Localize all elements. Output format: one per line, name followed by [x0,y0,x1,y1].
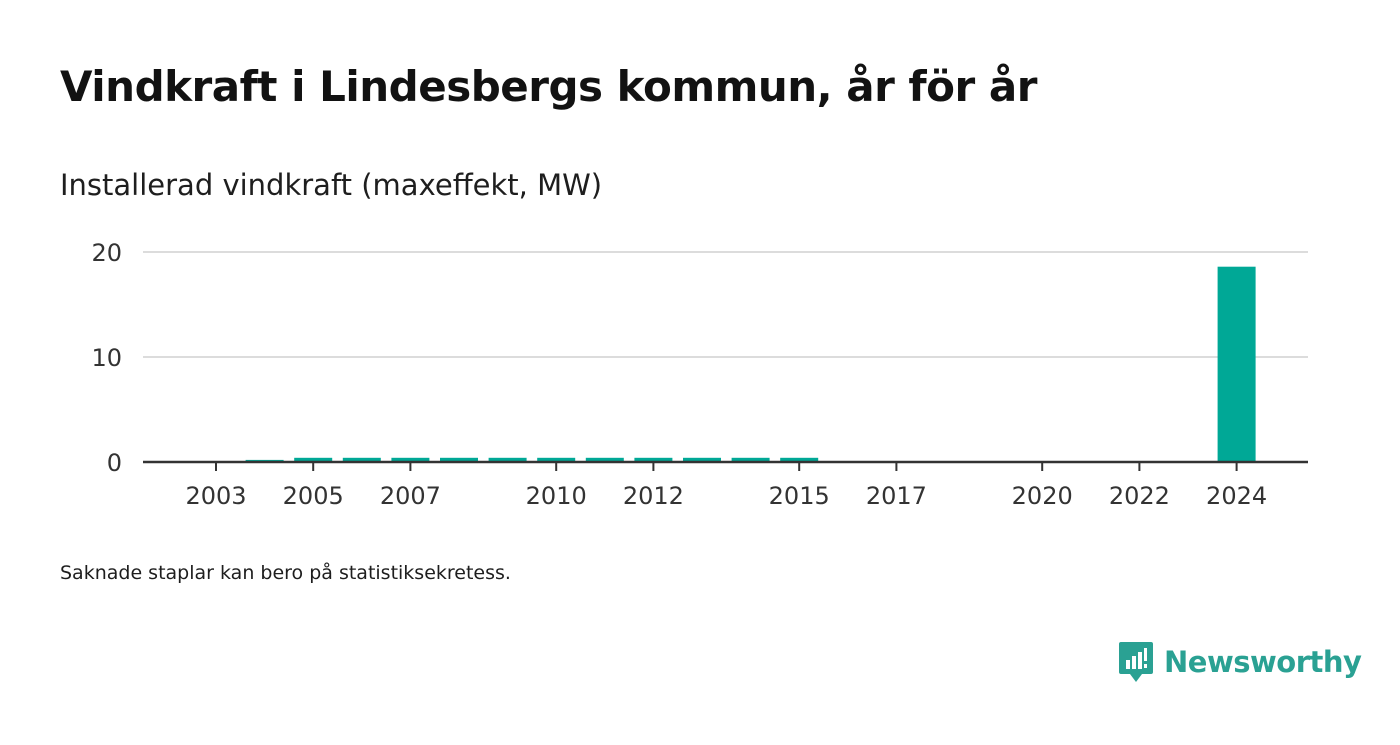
newsworthy-logo-icon [1119,642,1153,682]
y-tick-label: 10 [91,344,122,372]
x-tick-label: 2003 [185,482,246,510]
footnote: Saknade staplar kan bero på statistiksek… [60,562,511,584]
x-tick-label: 2017 [866,482,927,510]
bar [683,457,721,462]
x-tick-label: 2015 [769,482,830,510]
x-tick-label: 2007 [380,482,441,510]
x-tick-label: 2012 [623,482,684,510]
y-tick-label: 20 [91,239,122,267]
bar [294,457,333,462]
bar [585,457,624,462]
x-tick-label: 2024 [1206,482,1267,510]
bar [440,457,478,462]
bar [488,457,527,462]
brand-name: Newsworthy [1164,645,1362,679]
chart-subtitle: Installerad vindkraft (maxeffekt, MW) [60,168,603,202]
bar [1217,266,1256,462]
y-tick-label: 0 [107,449,122,477]
bar [634,457,673,462]
bar [731,457,770,462]
chart-title: Vindkraft i Lindesbergs kommun, år för å… [60,62,1037,111]
bar [780,457,819,462]
x-tick-label: 2020 [1012,482,1073,510]
x-tick-label: 2022 [1109,482,1170,510]
x-tick-label: 2010 [526,482,587,510]
brand-logo: Newsworthy [1118,640,1362,684]
bar [342,457,381,462]
x-tick-label: 2005 [283,482,344,510]
bar [537,457,576,462]
bar [391,457,430,462]
